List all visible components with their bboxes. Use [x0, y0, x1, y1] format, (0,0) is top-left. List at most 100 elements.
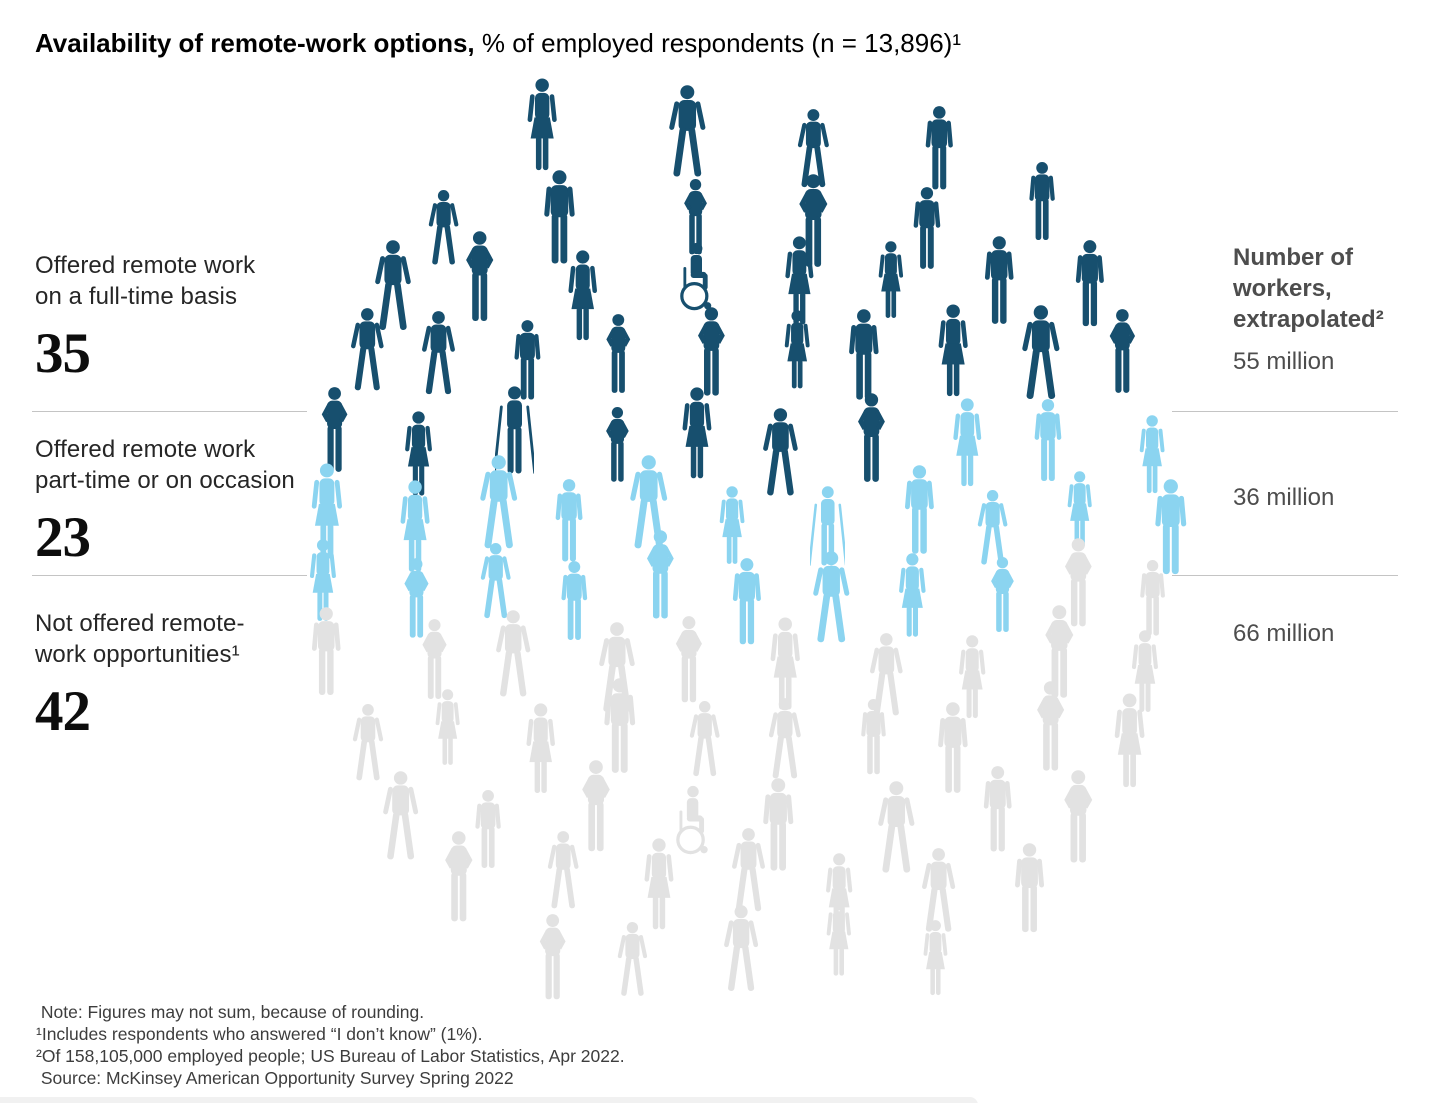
hands-on-hips-icon — [799, 174, 828, 268]
standing-man-icon — [1140, 559, 1166, 636]
walking-icon — [547, 831, 579, 909]
standing-woman-icon — [878, 241, 903, 319]
category-label-line: Not offered remote- — [35, 610, 245, 637]
wheelchair-user-icon — [679, 242, 711, 310]
standing-woman-icon — [1115, 693, 1145, 787]
walking-icon — [382, 771, 418, 860]
hands-on-hips-icon — [466, 231, 494, 322]
walking-icon — [732, 828, 765, 912]
hands-on-hips-icon — [606, 406, 629, 482]
category-full-time: Offered remote work on a full-time basis… — [35, 250, 335, 386]
walking-icon — [495, 610, 531, 697]
category-not-offered: Not offered remote- work opportunities¹ … — [35, 608, 335, 744]
workers-value-full-time: 55 million — [1233, 348, 1335, 375]
walking-icon — [797, 109, 829, 188]
hands-on-hips-icon — [404, 557, 429, 638]
hands-on-hips-icon — [1036, 680, 1064, 771]
workers-value-part-time: 36 million — [1233, 484, 1335, 511]
walking-icon — [669, 85, 706, 177]
standing-man-icon — [1076, 240, 1105, 327]
hands-on-hips-icon — [675, 615, 702, 702]
category-value: 42 — [35, 680, 91, 743]
standing-woman-icon — [435, 689, 460, 766]
standing-man-icon — [848, 308, 879, 400]
category-label-line: on a full-time basis — [35, 283, 238, 310]
standing-woman-icon — [939, 304, 969, 397]
hands-on-hips-icon — [858, 392, 886, 482]
walking-icon — [763, 408, 798, 496]
standing-man-icon — [514, 319, 541, 400]
left-divider — [32, 411, 307, 412]
standing-man-icon — [926, 105, 954, 190]
crutches-user-icon — [495, 385, 535, 474]
standing-woman-icon — [644, 838, 674, 930]
walking-icon — [352, 704, 384, 781]
standing-man-icon — [555, 479, 583, 562]
footnote-source: Source: McKinsey American Opportunity Su… — [36, 1068, 514, 1088]
standing-man-icon — [1035, 399, 1062, 482]
standing-woman-icon — [719, 486, 745, 564]
standing-man-icon — [732, 557, 761, 644]
category-label-line: part-time or on occasion — [35, 467, 295, 494]
workers-header-line: Number of — [1233, 244, 1353, 271]
standing-man-icon — [983, 766, 1012, 852]
standing-man-icon — [474, 790, 501, 869]
standing-man-icon — [763, 778, 794, 871]
category-value: 23 — [35, 506, 91, 569]
walking-icon — [689, 700, 720, 776]
hands-on-hips-icon — [1044, 605, 1073, 699]
category-label-line: Offered remote work — [35, 436, 256, 463]
category-label: Not offered remote- work opportunities¹ — [35, 608, 335, 670]
category-label: Offered remote work part-time or on occa… — [35, 434, 335, 496]
walking-icon — [480, 454, 518, 548]
right-divider — [1172, 575, 1398, 576]
hands-on-hips-icon — [539, 913, 566, 999]
walking-icon — [724, 905, 759, 992]
walking-icon — [1022, 305, 1060, 400]
standing-man-icon — [312, 607, 341, 695]
workers-value-not-offered: 66 million — [1233, 620, 1335, 647]
workers-column-header: Number of workers, extrapolated² — [1233, 242, 1433, 335]
hands-on-hips-icon — [582, 760, 611, 852]
walking-icon — [428, 190, 459, 265]
chart-title-subtitle: % of employed respondents (n = 13,896)¹ — [474, 28, 962, 58]
hands-on-hips-icon — [1064, 538, 1092, 627]
right-divider — [1172, 411, 1398, 412]
walking-icon — [617, 922, 648, 997]
walking-icon — [877, 780, 914, 873]
footnotes: Note: Figures may not sum, because of ro… — [36, 1001, 625, 1089]
standing-man-icon — [984, 236, 1014, 325]
walking-icon — [351, 308, 384, 391]
standing-woman-icon — [953, 398, 981, 487]
standing-man-icon — [544, 170, 576, 265]
hands-on-hips-icon — [1064, 769, 1093, 863]
hands-on-hips-icon — [444, 831, 473, 922]
standing-woman-icon — [568, 250, 598, 341]
walking-icon — [812, 550, 849, 642]
standing-man-icon — [1029, 162, 1055, 241]
standing-woman-icon — [770, 617, 801, 710]
category-value: 35 — [35, 322, 91, 385]
footnote-2: ²Of 158,105,000 employed people; US Bure… — [36, 1046, 625, 1066]
workers-header-line: workers, — [1233, 275, 1332, 302]
standing-woman-icon — [527, 78, 557, 171]
walking-icon — [375, 240, 412, 331]
standing-man-icon — [913, 187, 941, 270]
chart-title-bold: Availability of remote-work options, — [35, 28, 475, 58]
category-label: Offered remote work on a full-time basis — [35, 250, 335, 312]
hands-on-hips-icon — [646, 530, 674, 619]
hands-on-hips-icon — [321, 387, 348, 473]
standing-woman-icon — [1139, 415, 1165, 494]
hands-on-hips-icon — [605, 313, 630, 393]
standing-woman-icon — [784, 310, 810, 389]
standing-woman-icon — [526, 703, 556, 794]
standing-woman-icon — [826, 899, 852, 976]
standing-woman-icon — [1131, 630, 1158, 713]
category-label-line: Offered remote work — [35, 252, 256, 279]
footnote-note: Note: Figures may not sum, because of ro… — [36, 1002, 425, 1022]
left-divider — [32, 575, 307, 576]
standing-man-icon — [860, 699, 886, 775]
standing-man-icon — [603, 678, 635, 774]
